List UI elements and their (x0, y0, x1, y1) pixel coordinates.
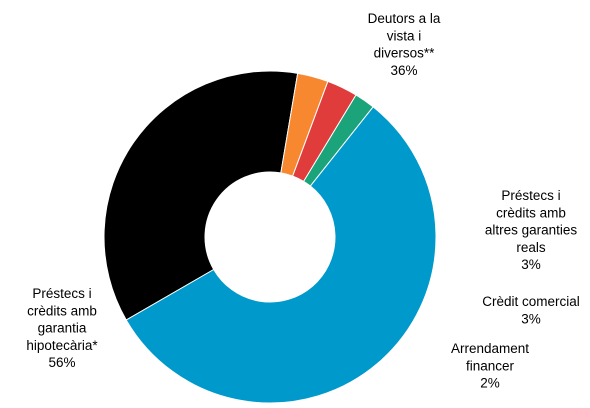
slice-4 (125, 106, 437, 404)
slice-value-label: 2% (480, 376, 500, 391)
slice-value-label: 3% (521, 257, 541, 272)
slice-0 (103, 70, 299, 321)
slice-label-line: vista i (387, 28, 422, 43)
slice-label-1: Préstecs i crèdits amb altres garanties rea… (485, 188, 578, 272)
slice-label-line: Préstecs i (501, 188, 560, 203)
slice-label-line: hipotecària* (26, 338, 98, 353)
slice-label-0: Deutors a la vista i diversos** 36% (368, 11, 441, 78)
slice-label-line: reals (516, 240, 546, 255)
slice-label-line: Arrendament (451, 341, 529, 356)
slice-label-line: Préstecs i (32, 286, 91, 301)
chart-labels: Deutors a la vista i diversos** 36% Préstecs… (26, 11, 579, 391)
chart-slices (103, 70, 437, 404)
slice-value-label: 36% (390, 63, 417, 78)
slice-label-line: Deutors a la (368, 11, 441, 26)
slice-label-2: Crèdit comercial 3% (482, 294, 580, 326)
slice-label-line: garantia (38, 321, 87, 336)
slice-label-line: crèdits amb (496, 205, 566, 220)
slice-label-3: Arrendament financer 2% (451, 341, 529, 391)
slice-label-line: diversos** (374, 46, 436, 61)
slice-label-4: Préstecs i crèdits amb garantia hipotecària… (26, 286, 98, 370)
slice-label-line: Crèdit comercial (482, 294, 580, 309)
slice-value-label: 3% (521, 311, 541, 326)
slice-value-label: 56% (48, 355, 75, 370)
slice-label-line: financer (466, 358, 515, 373)
slice-label-line: altres garanties (485, 223, 578, 238)
slice-label-line: crèdits amb (27, 303, 97, 318)
